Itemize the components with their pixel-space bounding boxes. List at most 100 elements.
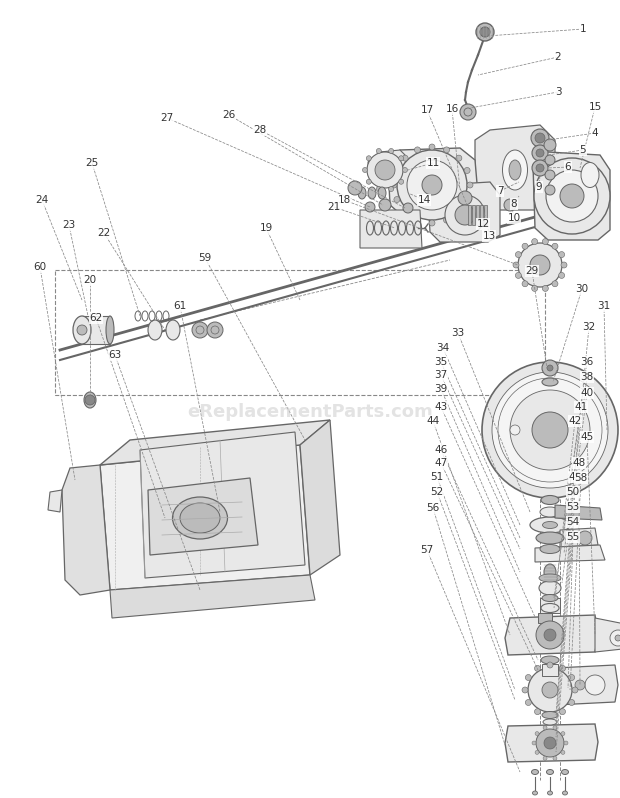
Circle shape bbox=[569, 674, 575, 681]
Circle shape bbox=[535, 750, 539, 754]
Text: 33: 33 bbox=[451, 328, 464, 338]
Ellipse shape bbox=[546, 769, 554, 775]
Ellipse shape bbox=[542, 712, 558, 718]
Ellipse shape bbox=[172, 497, 228, 539]
Circle shape bbox=[578, 531, 592, 545]
Circle shape bbox=[394, 168, 400, 173]
Polygon shape bbox=[555, 505, 602, 520]
Circle shape bbox=[532, 412, 568, 448]
Text: 27: 27 bbox=[161, 113, 174, 123]
Polygon shape bbox=[100, 445, 310, 590]
Polygon shape bbox=[533, 152, 610, 240]
Circle shape bbox=[534, 709, 541, 715]
Ellipse shape bbox=[84, 392, 96, 408]
Circle shape bbox=[464, 168, 470, 173]
Text: 51: 51 bbox=[430, 472, 444, 482]
Ellipse shape bbox=[542, 595, 558, 602]
Text: 38: 38 bbox=[580, 372, 593, 382]
Ellipse shape bbox=[544, 564, 556, 580]
Circle shape bbox=[536, 621, 564, 649]
Text: 44: 44 bbox=[427, 416, 440, 426]
Circle shape bbox=[510, 390, 590, 470]
Bar bbox=[542, 664, 558, 676]
Circle shape bbox=[560, 184, 584, 208]
Bar bbox=[55, 270, 545, 395]
Circle shape bbox=[211, 326, 219, 334]
Polygon shape bbox=[595, 618, 620, 652]
Circle shape bbox=[552, 281, 558, 286]
Text: 47: 47 bbox=[435, 458, 448, 468]
Text: 5: 5 bbox=[580, 145, 587, 155]
Polygon shape bbox=[62, 465, 110, 595]
Polygon shape bbox=[388, 148, 478, 218]
Circle shape bbox=[85, 395, 95, 405]
Polygon shape bbox=[100, 420, 330, 465]
Circle shape bbox=[456, 209, 462, 215]
Circle shape bbox=[525, 674, 531, 681]
Circle shape bbox=[363, 168, 368, 172]
Text: 21: 21 bbox=[327, 202, 340, 212]
Text: 45: 45 bbox=[580, 432, 593, 442]
Circle shape bbox=[456, 155, 462, 161]
Circle shape bbox=[429, 144, 435, 150]
Text: 15: 15 bbox=[588, 102, 601, 112]
Circle shape bbox=[575, 680, 585, 690]
Circle shape bbox=[610, 630, 620, 646]
Circle shape bbox=[379, 199, 391, 211]
Circle shape bbox=[536, 729, 564, 757]
Circle shape bbox=[402, 168, 407, 172]
Circle shape bbox=[348, 181, 362, 195]
Ellipse shape bbox=[368, 187, 376, 199]
Polygon shape bbox=[505, 724, 598, 762]
Circle shape bbox=[522, 243, 528, 249]
Bar bbox=[476, 205, 479, 225]
Circle shape bbox=[532, 239, 538, 245]
Circle shape bbox=[547, 662, 553, 668]
Circle shape bbox=[564, 741, 568, 745]
Circle shape bbox=[407, 160, 457, 210]
Circle shape bbox=[544, 139, 556, 151]
Circle shape bbox=[397, 150, 467, 220]
Circle shape bbox=[546, 170, 598, 222]
Text: 49: 49 bbox=[569, 472, 582, 482]
Text: 41: 41 bbox=[574, 402, 588, 412]
Circle shape bbox=[542, 682, 558, 698]
Circle shape bbox=[77, 325, 87, 335]
Circle shape bbox=[366, 180, 371, 184]
Circle shape bbox=[366, 156, 371, 160]
Circle shape bbox=[525, 700, 531, 705]
Ellipse shape bbox=[562, 791, 567, 795]
Circle shape bbox=[532, 286, 538, 291]
Polygon shape bbox=[560, 528, 598, 547]
Circle shape bbox=[544, 737, 556, 749]
Circle shape bbox=[585, 675, 605, 695]
Text: 60: 60 bbox=[33, 262, 46, 272]
Text: 53: 53 bbox=[567, 502, 580, 512]
Circle shape bbox=[559, 666, 565, 671]
Circle shape bbox=[553, 757, 557, 760]
Circle shape bbox=[476, 23, 494, 41]
Text: 22: 22 bbox=[97, 228, 110, 238]
Circle shape bbox=[553, 726, 557, 730]
Ellipse shape bbox=[106, 316, 114, 344]
Circle shape bbox=[365, 202, 375, 212]
Ellipse shape bbox=[378, 187, 386, 199]
Circle shape bbox=[367, 152, 403, 188]
Ellipse shape bbox=[531, 769, 539, 775]
Text: 12: 12 bbox=[476, 219, 490, 229]
Circle shape bbox=[399, 156, 404, 160]
Ellipse shape bbox=[541, 496, 559, 504]
Polygon shape bbox=[505, 615, 598, 655]
Ellipse shape bbox=[536, 532, 564, 544]
Text: 56: 56 bbox=[427, 503, 440, 513]
Text: 59: 59 bbox=[198, 253, 211, 263]
Circle shape bbox=[547, 712, 553, 718]
Ellipse shape bbox=[73, 316, 91, 344]
Text: 37: 37 bbox=[435, 370, 448, 380]
Text: 10: 10 bbox=[507, 213, 521, 223]
Circle shape bbox=[531, 129, 549, 147]
Ellipse shape bbox=[539, 574, 561, 582]
Text: 16: 16 bbox=[445, 104, 459, 114]
Polygon shape bbox=[535, 545, 605, 562]
Text: 48: 48 bbox=[572, 458, 586, 468]
